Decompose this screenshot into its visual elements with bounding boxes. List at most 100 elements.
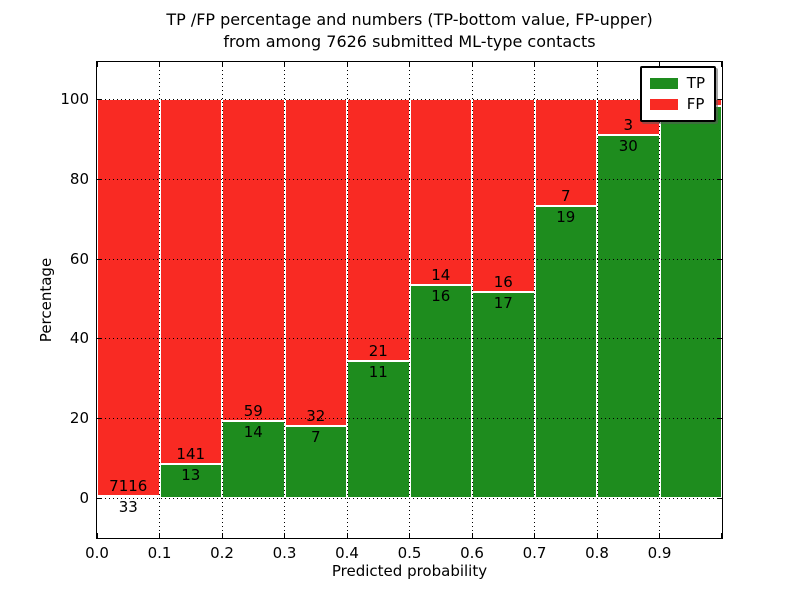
gridline-vertical	[346, 62, 348, 538]
y-tick-label: 40	[69, 329, 89, 348]
bar-segment-fp	[347, 99, 410, 361]
legend-swatch-tp	[649, 78, 678, 89]
bar-segment-fp	[284, 99, 347, 427]
x-tick-mark	[534, 533, 535, 538]
y-tick-mark	[97, 418, 102, 420]
gridline-horizontal	[97, 498, 722, 499]
bar-segment-fp	[472, 99, 535, 293]
bar-segment-fp	[409, 99, 472, 286]
gridline-vertical	[221, 62, 223, 538]
bar-segment-tp	[347, 360, 410, 498]
bar-segment-tp	[659, 106, 722, 498]
gridline-horizontal	[97, 99, 722, 100]
gridline-vertical	[659, 62, 660, 538]
legend-label-fp: FP	[686, 95, 705, 113]
bar-count-label-fp: 14	[431, 266, 451, 285]
bar-count-label-fp: 7116	[109, 477, 148, 496]
y-tick-label: 0	[79, 489, 89, 507]
y-tick-mark	[717, 178, 722, 180]
x-tick-mark	[409, 62, 410, 67]
x-tick-mark	[659, 533, 660, 538]
x-tick-label: 0.4	[335, 544, 359, 562]
x-tick-label: 0.1	[147, 544, 172, 562]
gridline-vertical	[534, 62, 535, 538]
x-tick-label: 0.0	[85, 544, 109, 562]
y-tick-mark	[717, 258, 722, 260]
gridline-vertical	[284, 62, 285, 538]
x-tick-mark	[596, 62, 598, 67]
bar-segment-tp	[472, 292, 535, 498]
y-tick-label: 20	[69, 409, 89, 428]
bar-segment-fp	[222, 99, 285, 422]
y-tick-mark	[717, 338, 722, 340]
bar-count-label-tp: 16	[431, 287, 451, 306]
x-tick-mark	[659, 62, 660, 67]
bar-segment-tp	[597, 135, 660, 498]
gridline-horizontal	[97, 418, 722, 420]
x-tick-label: 0.2	[210, 544, 234, 562]
plot-area: TP FP 7116 33 141 13 59 14 32 7 21 11 14 16 16 17 7 19 3…	[96, 61, 723, 539]
bar-count-label-fp: 21	[368, 341, 388, 360]
y-tick-label: 60	[69, 249, 89, 268]
x-tick-label: 0.8	[585, 544, 609, 562]
x-tick-mark	[534, 62, 535, 67]
x-tick-mark	[97, 533, 98, 538]
bar-count-label-fp: 7	[560, 187, 571, 206]
x-tick-label: 0.7	[522, 544, 547, 562]
bar-count-label-fp: 32	[306, 407, 326, 426]
x-tick-label: 0.5	[397, 544, 422, 562]
x-tick-mark	[346, 533, 348, 538]
bar-count-label-tp: 19	[556, 208, 576, 227]
bar-segment-fp	[159, 99, 222, 465]
x-tick-label: 0.6	[460, 544, 484, 562]
y-tick-mark	[97, 338, 102, 340]
x-tick-mark	[284, 533, 285, 538]
x-tick-mark	[97, 62, 98, 67]
gridline-horizontal	[97, 338, 722, 340]
bar-count-label-tp: 7	[310, 428, 321, 447]
bar-segment-tp	[409, 285, 472, 498]
gridline-horizontal	[97, 178, 722, 180]
y-tick-mark	[717, 418, 722, 420]
bar-count-label-fp: 141	[176, 445, 206, 464]
x-tick-mark	[221, 533, 223, 538]
chart-title-line1: TP /FP percentage and numbers (TP-bottom…	[166, 10, 653, 29]
gridline-vertical	[159, 62, 160, 538]
chart-title: TP /FP percentage and numbers (TP-bottom…	[96, 9, 723, 53]
y-tick-mark	[97, 258, 102, 260]
x-tick-mark	[721, 533, 722, 538]
gridline-vertical	[471, 62, 473, 538]
y-tick-mark	[97, 99, 102, 100]
bar-segment-fp	[97, 99, 160, 497]
x-tick-mark	[471, 533, 473, 538]
legend-entry-fp: FP	[649, 94, 705, 115]
x-tick-label: 0.9	[647, 544, 672, 562]
x-tick-mark	[409, 533, 410, 538]
x-tick-mark	[346, 62, 348, 67]
bar-count-label-tp: 13	[181, 466, 201, 485]
y-tick-mark	[717, 498, 722, 499]
bar-count-label-tp: 14	[243, 423, 263, 442]
bar-count-label-tp: 11	[368, 362, 388, 381]
legend-swatch-fp	[649, 99, 678, 110]
x-tick-mark	[471, 62, 473, 67]
x-tick-mark	[221, 62, 223, 67]
y-tick-label: 80	[69, 169, 89, 188]
gridline-vertical	[409, 62, 410, 538]
bar-count-label-fp: 3	[623, 116, 634, 135]
legend-label-tp: TP	[686, 74, 705, 92]
x-tick-mark	[721, 62, 722, 67]
x-axis-label: Predicted probability	[331, 562, 488, 580]
bar-count-label-fp: 16	[493, 273, 513, 292]
y-tick-mark	[97, 498, 102, 499]
y-tick-mark	[717, 99, 722, 100]
y-tick-mark	[97, 178, 102, 180]
bar-count-label-fp: 59	[243, 402, 263, 421]
bar-count-label-tp: 30	[618, 137, 638, 156]
gridline-vertical	[596, 62, 598, 538]
bar-count-label-tp: 17	[493, 294, 513, 313]
gridline-horizontal	[97, 258, 722, 260]
x-tick-mark	[596, 533, 598, 538]
x-tick-mark	[159, 62, 160, 67]
